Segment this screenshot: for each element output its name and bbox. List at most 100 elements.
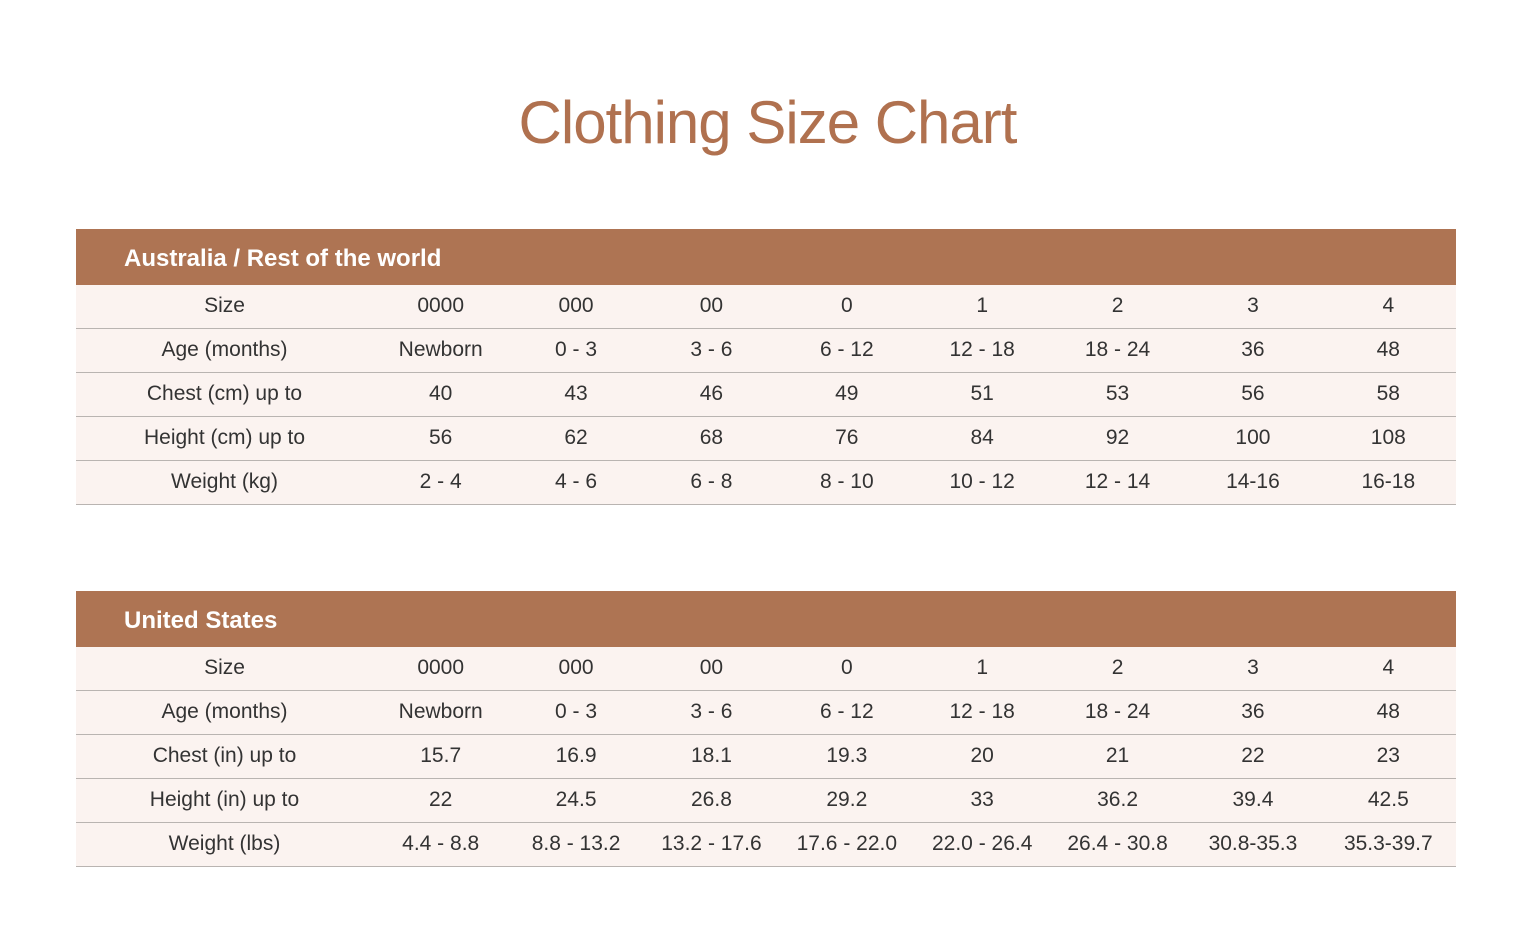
table-row: Chest (in) up to 15.7 16.9 18.1 19.3 20 21 22 23	[76, 735, 1456, 779]
table-cell: 23	[1376, 744, 1400, 767]
row-label: Chest (cm) up to	[146, 382, 303, 405]
row-label: Size	[204, 294, 245, 317]
table-cell: 13.2 - 17.6	[661, 832, 762, 855]
table-cell: 6 - 8	[690, 470, 733, 493]
table-cell: 000	[558, 294, 594, 317]
table-cell: 3 - 6	[690, 700, 733, 723]
table-cell: 15.7	[420, 744, 462, 767]
table-cell: 26.4 - 30.8	[1067, 832, 1168, 855]
table-cell: 12 - 14	[1084, 470, 1151, 493]
table-row: Weight (lbs) 4.4 - 8.8 8.8 - 13.2 13.2 - 17…	[76, 823, 1456, 867]
table-row: Age (months) Newborn 0 - 3 3 - 6 6 - 12 12 - …	[76, 691, 1456, 735]
table-cell: 0 - 3	[555, 700, 598, 723]
row-label: Size	[204, 656, 245, 679]
table-cell: 19.3	[826, 744, 868, 767]
table-cell: 56	[1241, 382, 1265, 405]
table-cell: 39.4	[1232, 788, 1274, 811]
table-cell: 2 - 4	[419, 470, 462, 493]
row-label: Height (cm) up to	[143, 426, 306, 449]
table-cell: 36	[1241, 338, 1265, 361]
table-cell: 12 - 18	[949, 338, 1015, 361]
table-cell: Newborn	[398, 338, 483, 361]
table-cell: 24.5	[555, 788, 597, 811]
table-cell: 36.2	[1097, 788, 1138, 811]
table-row: Chest (cm) up to 40 43 46 49 51 53 56 58	[76, 373, 1456, 417]
table-cell: 48	[1376, 338, 1400, 361]
table-cell: 00	[699, 656, 724, 679]
table-cell: 35.3-39.7	[1343, 832, 1433, 855]
table-cell: 4	[1382, 656, 1395, 679]
table-cell: 2	[1111, 294, 1124, 317]
table-cell: 18 - 24	[1084, 700, 1151, 723]
table-row: Height (in) up to 22 24.5 26.8 29.2 33 36.2 39.…	[76, 779, 1456, 823]
table-cell: 16-18	[1361, 470, 1416, 493]
row-label: Weight (lbs)	[168, 832, 281, 855]
table-cell: 0	[840, 656, 853, 679]
table-cell: 29.2	[826, 788, 868, 811]
us-size-table: United States Size 0000 000 00 0 1 2 3 4 Age (mont…	[76, 591, 1456, 867]
table-cell: 92	[1105, 426, 1130, 449]
table-cell: 43	[564, 382, 588, 405]
table-cell: 3 - 6	[690, 338, 733, 361]
table-cell: 56	[429, 426, 453, 449]
row-label: Weight (kg)	[171, 470, 278, 493]
table-cell: 1	[976, 294, 989, 317]
table-row: Age (months) Newborn 0 - 3 3 - 6 6 - 12 12 - …	[76, 329, 1456, 373]
table-cell: 49	[835, 382, 859, 405]
table-cell: 62	[564, 426, 588, 449]
table-cell: 00	[699, 294, 724, 317]
table-cell: 3	[1247, 294, 1259, 317]
table-cell: 6 - 12	[819, 338, 874, 361]
table-cell: 53	[1105, 382, 1130, 405]
table-cell: 21	[1105, 744, 1130, 767]
table-cell: 0	[840, 294, 853, 317]
table-cell: Newborn	[398, 700, 483, 723]
table-row: Size 0000 000 00 0 1 2 3 4	[76, 285, 1456, 329]
table-cell: 18 - 24	[1084, 338, 1151, 361]
row-label: Chest (in) up to	[152, 744, 297, 767]
table-cell: 8 - 10	[819, 470, 874, 493]
table-cell: 33	[970, 788, 994, 811]
table-cell: 14-16	[1226, 470, 1280, 493]
table-cell: 84	[970, 426, 994, 449]
table-heading: United States	[76, 591, 1456, 647]
table-cell: 4 - 6	[555, 470, 598, 493]
table-cell: 26.8	[691, 788, 732, 811]
table-cell: 10 - 12	[949, 470, 1015, 493]
table-cell: 3	[1247, 656, 1259, 679]
table-cell: 58	[1376, 382, 1400, 405]
table-cell: 16.9	[555, 744, 597, 767]
row-label: Age (months)	[161, 338, 288, 361]
row-label: Age (months)	[161, 700, 288, 723]
table-cell: 108	[1370, 426, 1406, 449]
table-cell: 46	[699, 382, 724, 405]
table-cell: 1	[976, 656, 989, 679]
table-cell: 30.8-35.3	[1208, 832, 1298, 855]
table-cell: 2	[1111, 656, 1124, 679]
table-cell: 22	[429, 788, 453, 811]
table-cell: 76	[835, 426, 859, 449]
table-cell: 8.8 - 13.2	[531, 832, 621, 855]
table-heading: Australia / Rest of the world	[76, 229, 1456, 285]
table-cell: 20	[970, 744, 994, 767]
table-cell: 0 - 3	[555, 338, 598, 361]
page-title: Clothing Size Chart	[518, 89, 1018, 156]
table-cell: 17.6 - 22.0	[796, 832, 898, 855]
table-cell: 48	[1376, 700, 1400, 723]
table-cell: 51	[970, 382, 994, 405]
table-cell: 4	[1382, 294, 1395, 317]
table-cell: 22.0 - 26.4	[931, 832, 1033, 855]
table-cell: 0000	[417, 656, 465, 679]
table-cell: 6 - 12	[819, 700, 874, 723]
table-cell: 100	[1235, 426, 1271, 449]
table-cell: 22	[1241, 744, 1265, 767]
table-cell: 0000	[417, 294, 465, 317]
table-cell: 4.4 - 8.8	[402, 832, 480, 855]
row-label: Height (in) up to	[149, 788, 300, 811]
table-row: Weight (kg) 2 - 4 4 - 6 6 - 8 8 - 10 10 - 12 1…	[76, 461, 1456, 505]
table-cell: 000	[558, 656, 594, 679]
australia-size-table: Australia / Rest of the world Size 0000 000…	[76, 229, 1456, 505]
table-cell: 12 - 18	[949, 700, 1015, 723]
table-row: Size 0000 000 00 0 1 2 3 4	[76, 647, 1456, 691]
table-cell: 40	[429, 382, 453, 405]
